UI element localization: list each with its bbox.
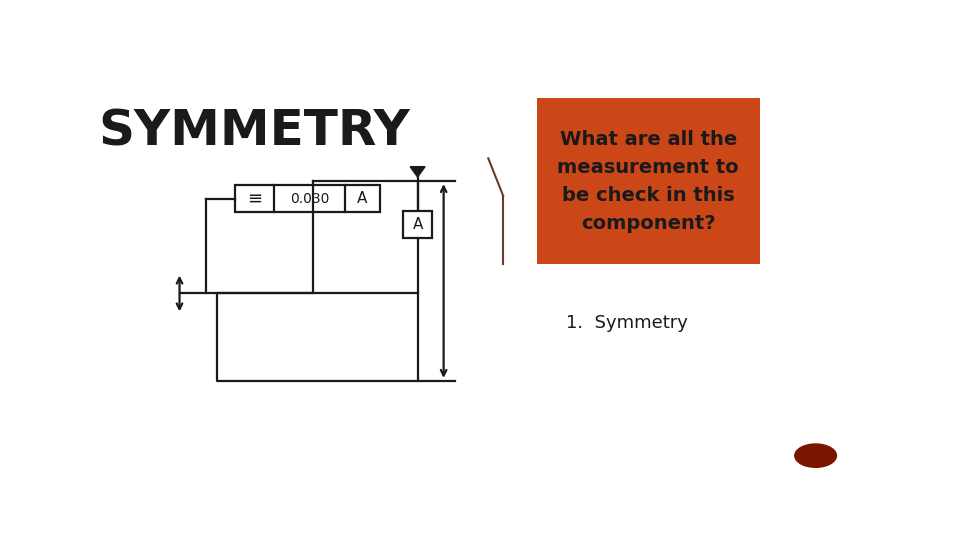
- Polygon shape: [410, 167, 425, 177]
- Bar: [537, 98, 760, 265]
- Text: A: A: [357, 191, 368, 206]
- Text: SYMMETRY: SYMMETRY: [98, 107, 410, 156]
- Bar: [235, 185, 380, 212]
- Text: A: A: [413, 218, 422, 232]
- Bar: [403, 211, 432, 238]
- Text: What are all the
measurement to
be check in this
component?: What are all the measurement to be check…: [558, 130, 739, 233]
- Text: 0.030: 0.030: [290, 192, 329, 206]
- Circle shape: [795, 444, 836, 467]
- Text: ≡: ≡: [247, 190, 262, 208]
- Text: 1.  Symmetry: 1. Symmetry: [566, 314, 688, 332]
